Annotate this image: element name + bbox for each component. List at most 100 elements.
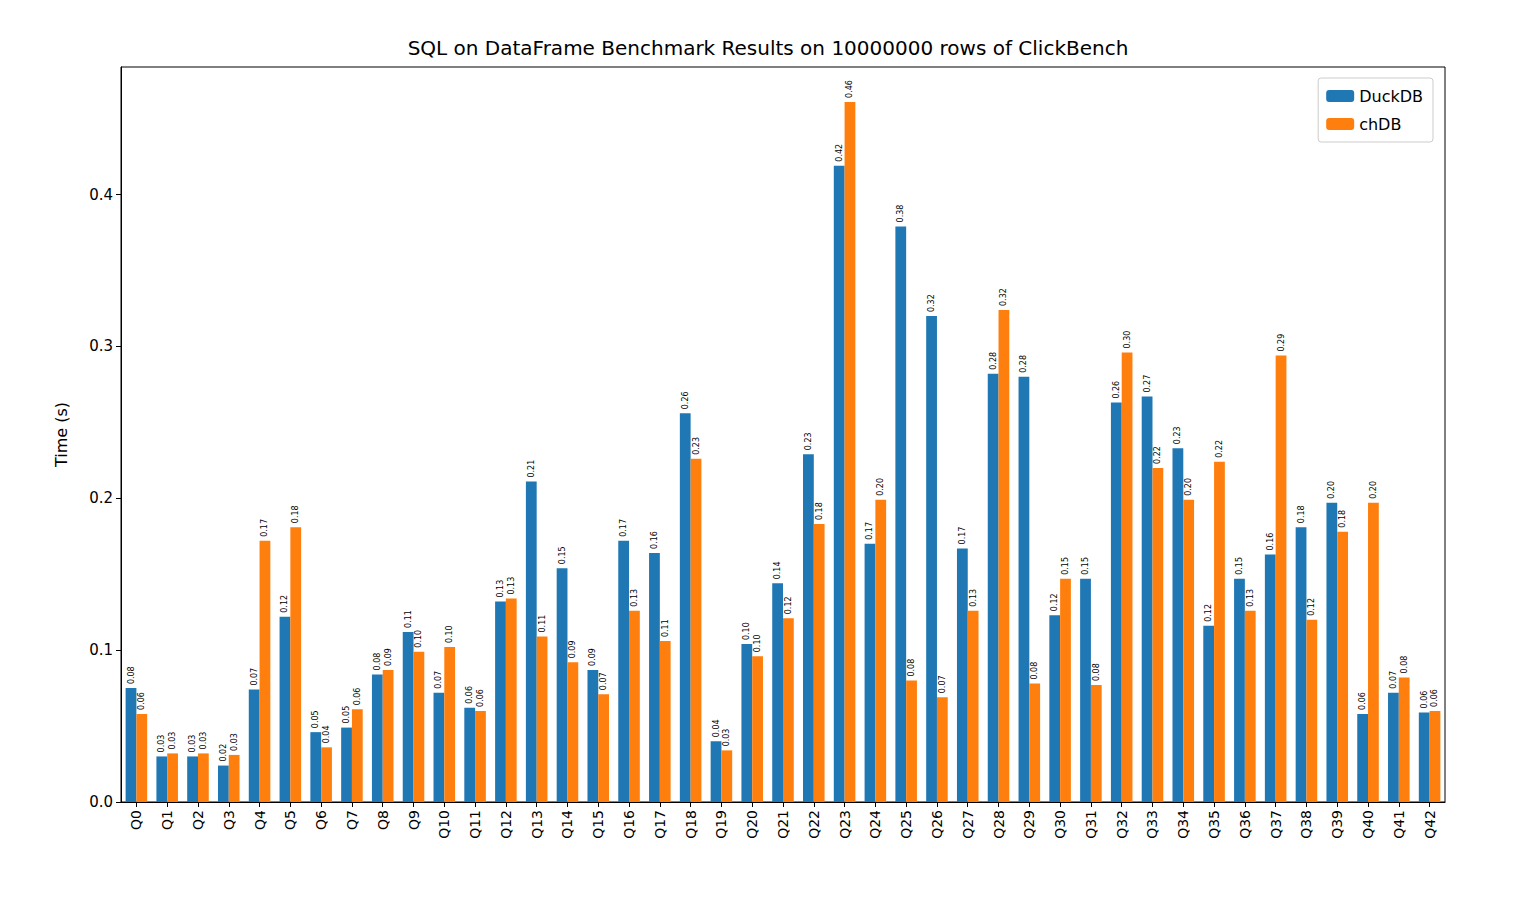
svg-text:0.30: 0.30: [1123, 331, 1132, 349]
svg-text:0.03: 0.03: [722, 729, 731, 747]
svg-text:Q0: Q0: [128, 810, 144, 830]
svg-text:SQL on DataFrame Benchmark Res: SQL on DataFrame Benchmark Results on 10…: [408, 36, 1129, 60]
svg-text:0.13: 0.13: [507, 577, 516, 595]
svg-text:0.16: 0.16: [650, 531, 659, 549]
svg-text:0.21: 0.21: [527, 460, 536, 478]
svg-text:Q16: Q16: [621, 810, 637, 839]
svg-text:0.14: 0.14: [773, 562, 782, 580]
svg-text:0.12: 0.12: [1204, 604, 1213, 622]
svg-text:0.23: 0.23: [804, 432, 813, 450]
svg-text:0.23: 0.23: [1173, 426, 1182, 444]
svg-text:0.11: 0.11: [404, 610, 413, 628]
svg-text:0.07: 0.07: [250, 668, 259, 686]
svg-text:0.17: 0.17: [865, 522, 874, 540]
svg-text:0.23: 0.23: [692, 437, 701, 455]
svg-text:Q9: Q9: [406, 810, 422, 830]
svg-text:0.10: 0.10: [414, 630, 423, 648]
svg-text:Q39: Q39: [1329, 810, 1345, 839]
svg-text:0.20: 0.20: [1369, 481, 1378, 499]
svg-text:0.18: 0.18: [291, 505, 300, 523]
svg-text:0.03: 0.03: [199, 732, 208, 750]
svg-text:0.07: 0.07: [1389, 671, 1398, 689]
svg-text:Q32: Q32: [1114, 810, 1130, 839]
svg-text:0.27: 0.27: [1143, 375, 1152, 393]
svg-text:Q29: Q29: [1021, 810, 1037, 839]
svg-text:Q13: Q13: [529, 810, 545, 839]
svg-text:Q31: Q31: [1083, 810, 1099, 839]
svg-text:0.1: 0.1: [89, 641, 113, 659]
svg-text:Q25: Q25: [898, 810, 914, 839]
svg-text:0.06: 0.06: [1430, 689, 1439, 707]
svg-text:0.22: 0.22: [1153, 446, 1162, 464]
svg-text:chDB: chDB: [1359, 115, 1401, 134]
svg-text:0.05: 0.05: [311, 710, 320, 728]
svg-text:0.09: 0.09: [588, 648, 597, 666]
svg-text:0.4: 0.4: [89, 186, 113, 204]
svg-text:0.20: 0.20: [876, 478, 885, 496]
svg-text:0.07: 0.07: [599, 672, 608, 690]
svg-text:0.17: 0.17: [619, 519, 628, 537]
svg-text:0.3: 0.3: [89, 337, 113, 355]
svg-text:0.03: 0.03: [188, 735, 197, 753]
svg-text:0.07: 0.07: [434, 671, 443, 689]
svg-text:0.03: 0.03: [230, 733, 239, 751]
svg-text:0.16: 0.16: [1266, 533, 1275, 551]
svg-text:0.06: 0.06: [465, 686, 474, 704]
svg-text:0.10: 0.10: [742, 622, 751, 640]
svg-text:0.13: 0.13: [969, 589, 978, 607]
svg-text:Q41: Q41: [1391, 810, 1407, 839]
svg-text:0.09: 0.09: [568, 640, 577, 658]
svg-text:0.11: 0.11: [538, 615, 547, 633]
svg-text:Q18: Q18: [683, 810, 699, 839]
svg-text:0.08: 0.08: [1400, 656, 1409, 674]
svg-text:0.13: 0.13: [496, 580, 505, 598]
svg-text:Q23: Q23: [837, 810, 853, 839]
svg-text:0.13: 0.13: [1246, 589, 1255, 607]
svg-text:Q35: Q35: [1206, 810, 1222, 839]
svg-text:0.18: 0.18: [1338, 510, 1347, 528]
svg-text:Q10: Q10: [436, 810, 452, 839]
svg-text:Q22: Q22: [806, 810, 822, 839]
svg-text:0.38: 0.38: [896, 205, 905, 223]
svg-text:0.06: 0.06: [137, 692, 146, 710]
svg-text:Q6: Q6: [313, 810, 329, 830]
svg-text:0.03: 0.03: [168, 732, 177, 750]
svg-text:Q24: Q24: [867, 810, 883, 839]
svg-text:0.04: 0.04: [712, 719, 721, 737]
svg-text:Q7: Q7: [344, 810, 360, 830]
svg-text:0.04: 0.04: [322, 726, 331, 744]
svg-text:0.15: 0.15: [1081, 557, 1090, 575]
svg-text:0.09: 0.09: [384, 648, 393, 666]
svg-text:0.0: 0.0: [89, 793, 113, 811]
svg-text:0.20: 0.20: [1184, 478, 1193, 496]
svg-text:Q1: Q1: [159, 810, 175, 830]
svg-text:Q28: Q28: [991, 810, 1007, 839]
svg-text:0.28: 0.28: [989, 352, 998, 370]
svg-text:0.15: 0.15: [558, 546, 567, 564]
svg-text:0.15: 0.15: [1061, 557, 1070, 575]
svg-text:0.12: 0.12: [1307, 598, 1316, 616]
svg-text:Q34: Q34: [1175, 810, 1191, 839]
svg-text:0.2: 0.2: [89, 489, 113, 507]
svg-text:Q8: Q8: [375, 810, 391, 830]
svg-text:Q42: Q42: [1422, 810, 1438, 839]
svg-text:Q4: Q4: [252, 810, 268, 830]
svg-text:0.06: 0.06: [1358, 692, 1367, 710]
svg-text:0.46: 0.46: [845, 80, 854, 98]
svg-text:0.15: 0.15: [1235, 557, 1244, 575]
svg-text:0.29: 0.29: [1277, 334, 1286, 352]
svg-text:Q37: Q37: [1268, 810, 1284, 839]
svg-text:0.03: 0.03: [157, 735, 166, 753]
svg-text:0.05: 0.05: [342, 706, 351, 724]
svg-text:Q3: Q3: [221, 810, 237, 830]
svg-text:Q38: Q38: [1298, 810, 1314, 839]
svg-text:0.17: 0.17: [260, 519, 269, 537]
svg-text:Q30: Q30: [1052, 810, 1068, 839]
svg-text:Q27: Q27: [960, 810, 976, 839]
svg-text:0.06: 0.06: [353, 688, 362, 706]
svg-text:0.08: 0.08: [373, 653, 382, 671]
svg-text:0.12: 0.12: [280, 595, 289, 613]
svg-text:Q40: Q40: [1360, 810, 1376, 839]
svg-text:0.06: 0.06: [476, 689, 485, 707]
svg-text:0.26: 0.26: [1112, 381, 1121, 399]
